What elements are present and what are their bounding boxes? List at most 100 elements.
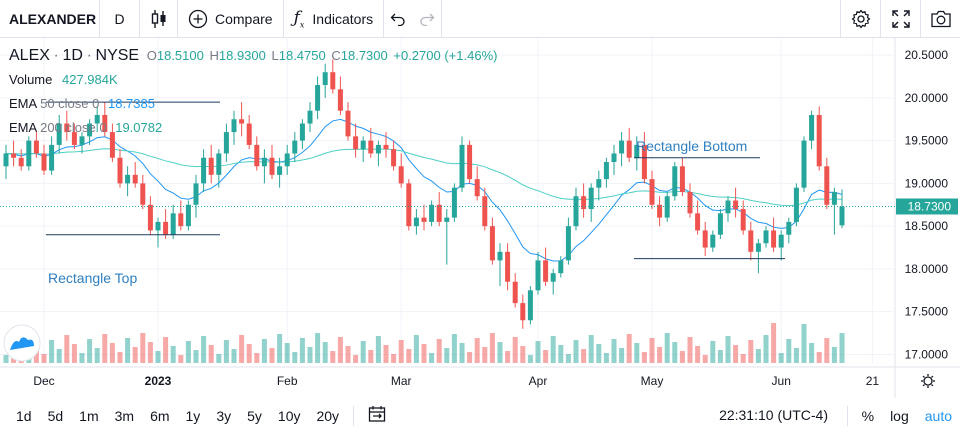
volume-bar xyxy=(573,340,579,363)
volume-bar xyxy=(109,343,115,363)
candle-body xyxy=(292,140,298,154)
candle-body xyxy=(809,114,815,141)
symbol-search[interactable]: ALEXANDER xyxy=(0,0,100,38)
clock-time[interactable]: 22:31:10 (UTC-4) xyxy=(719,407,828,423)
candle-body xyxy=(277,166,283,175)
low-label: L xyxy=(271,48,279,63)
fullscreen-icon[interactable] xyxy=(880,0,920,38)
redo-icon[interactable] xyxy=(412,0,443,38)
volume-bar xyxy=(740,354,746,363)
candle-body xyxy=(611,153,617,163)
range-1y[interactable]: 1y xyxy=(185,407,201,424)
price-tick-label: 18.0000 xyxy=(905,262,949,276)
undo-icon[interactable] xyxy=(384,0,412,38)
candle-body xyxy=(102,114,108,133)
volume-bar xyxy=(679,351,685,363)
chart-legend: ALEX · 1D · NYSE O18.5100 H18.9300 L18.4… xyxy=(9,47,498,135)
compare-button[interactable]: Compare xyxy=(178,0,284,38)
volume-bar xyxy=(543,350,549,363)
volume-bar xyxy=(56,349,62,363)
bottom-toolbar: 1d 5d 1m 3m 6m 1y 3y 5y 10y 20y 22:31:10 (UTC-4) … xyxy=(0,398,960,433)
auto-scale-toggle[interactable]: auto xyxy=(924,407,952,424)
volume-bar xyxy=(299,338,305,363)
time-axis-settings-icon[interactable] xyxy=(923,376,933,386)
date-range-icon[interactable] xyxy=(360,405,394,426)
candle-body xyxy=(733,200,739,210)
log-scale-toggle[interactable]: log xyxy=(890,407,909,424)
candle-body xyxy=(406,183,412,227)
camera-icon[interactable] xyxy=(920,0,960,38)
range-5d[interactable]: 5d xyxy=(47,407,64,424)
volume-bar xyxy=(64,335,70,363)
rectangle-top-label: Rectangle Top xyxy=(48,270,137,286)
candle-body xyxy=(649,179,655,205)
volume-bar xyxy=(748,340,754,363)
high-label: H xyxy=(209,48,219,63)
volume-bar xyxy=(809,343,815,363)
open-label: O xyxy=(146,48,157,63)
indicators-button[interactable]: ƒx Indicators xyxy=(284,0,385,38)
candle-body xyxy=(330,72,336,90)
candle-body xyxy=(565,226,571,261)
volume-bar xyxy=(125,338,131,363)
range-1m[interactable]: 1m xyxy=(79,407,99,424)
candle-body xyxy=(581,196,587,210)
price-chart[interactable]: 20.5000 20.0000 19.5000 19.0000 18.5000 18.00… xyxy=(0,38,960,398)
candle-body xyxy=(619,140,625,154)
time-tick-label: Mar xyxy=(391,374,412,388)
time-tick-label: Jun xyxy=(772,374,791,388)
volume-bar xyxy=(710,341,716,363)
candle-body xyxy=(109,132,115,158)
ema200-line xyxy=(5,148,843,207)
range-buttons: 1d 5d 1m 3m 6m 1y 3y 5y 10y 20y xyxy=(0,408,347,424)
candle-body xyxy=(413,217,419,227)
candle-body xyxy=(505,251,511,282)
volume-bar xyxy=(140,333,146,363)
candle-body xyxy=(391,149,397,167)
candle-body xyxy=(778,234,784,248)
interval-selector[interactable]: D xyxy=(100,0,140,38)
range-10y[interactable]: 10y xyxy=(277,407,301,424)
range-20y[interactable]: 20y xyxy=(316,407,340,424)
ema50-label: EMA xyxy=(9,96,37,111)
candle-body xyxy=(208,157,214,175)
volume-bar xyxy=(170,346,176,363)
volume-bar xyxy=(398,340,404,363)
volume-bar xyxy=(527,355,533,363)
candle-body xyxy=(322,72,328,86)
candle-body xyxy=(49,144,55,171)
volume-bar xyxy=(771,323,777,363)
candle-body xyxy=(482,196,488,227)
range-5y[interactable]: 5y xyxy=(247,407,262,424)
candle-body xyxy=(94,114,100,124)
volume-bar xyxy=(565,354,571,363)
range-6m[interactable]: 6m xyxy=(150,407,170,424)
volume-bar xyxy=(208,345,214,363)
volume-bar xyxy=(755,349,761,363)
candle-body xyxy=(444,217,450,222)
percent-scale-toggle[interactable]: % xyxy=(861,407,875,424)
chart-type-candles-icon[interactable] xyxy=(140,0,178,38)
volume-bar xyxy=(839,333,845,363)
volume-bar xyxy=(178,355,184,363)
candle-body xyxy=(185,204,191,227)
volume-bar xyxy=(375,336,381,363)
volume-bar xyxy=(231,349,237,363)
candle-body xyxy=(467,144,473,180)
range-3m[interactable]: 3m xyxy=(114,407,135,424)
volume-bar xyxy=(641,352,647,363)
range-1d[interactable]: 1d xyxy=(16,407,32,424)
volume-bar xyxy=(132,347,138,363)
candle-body xyxy=(710,234,716,248)
candle-body xyxy=(550,273,556,282)
high-value: 18.9300 xyxy=(218,48,266,63)
settings-gear-icon[interactable] xyxy=(840,0,880,38)
volume-bar xyxy=(695,346,701,363)
volume-bar xyxy=(261,339,267,363)
candle-body xyxy=(421,217,427,222)
range-3y[interactable]: 3y xyxy=(216,407,232,424)
volume-label: Volume xyxy=(9,72,53,87)
candle-body xyxy=(193,183,199,205)
close-label: C xyxy=(331,48,341,63)
candle-body xyxy=(299,123,305,141)
